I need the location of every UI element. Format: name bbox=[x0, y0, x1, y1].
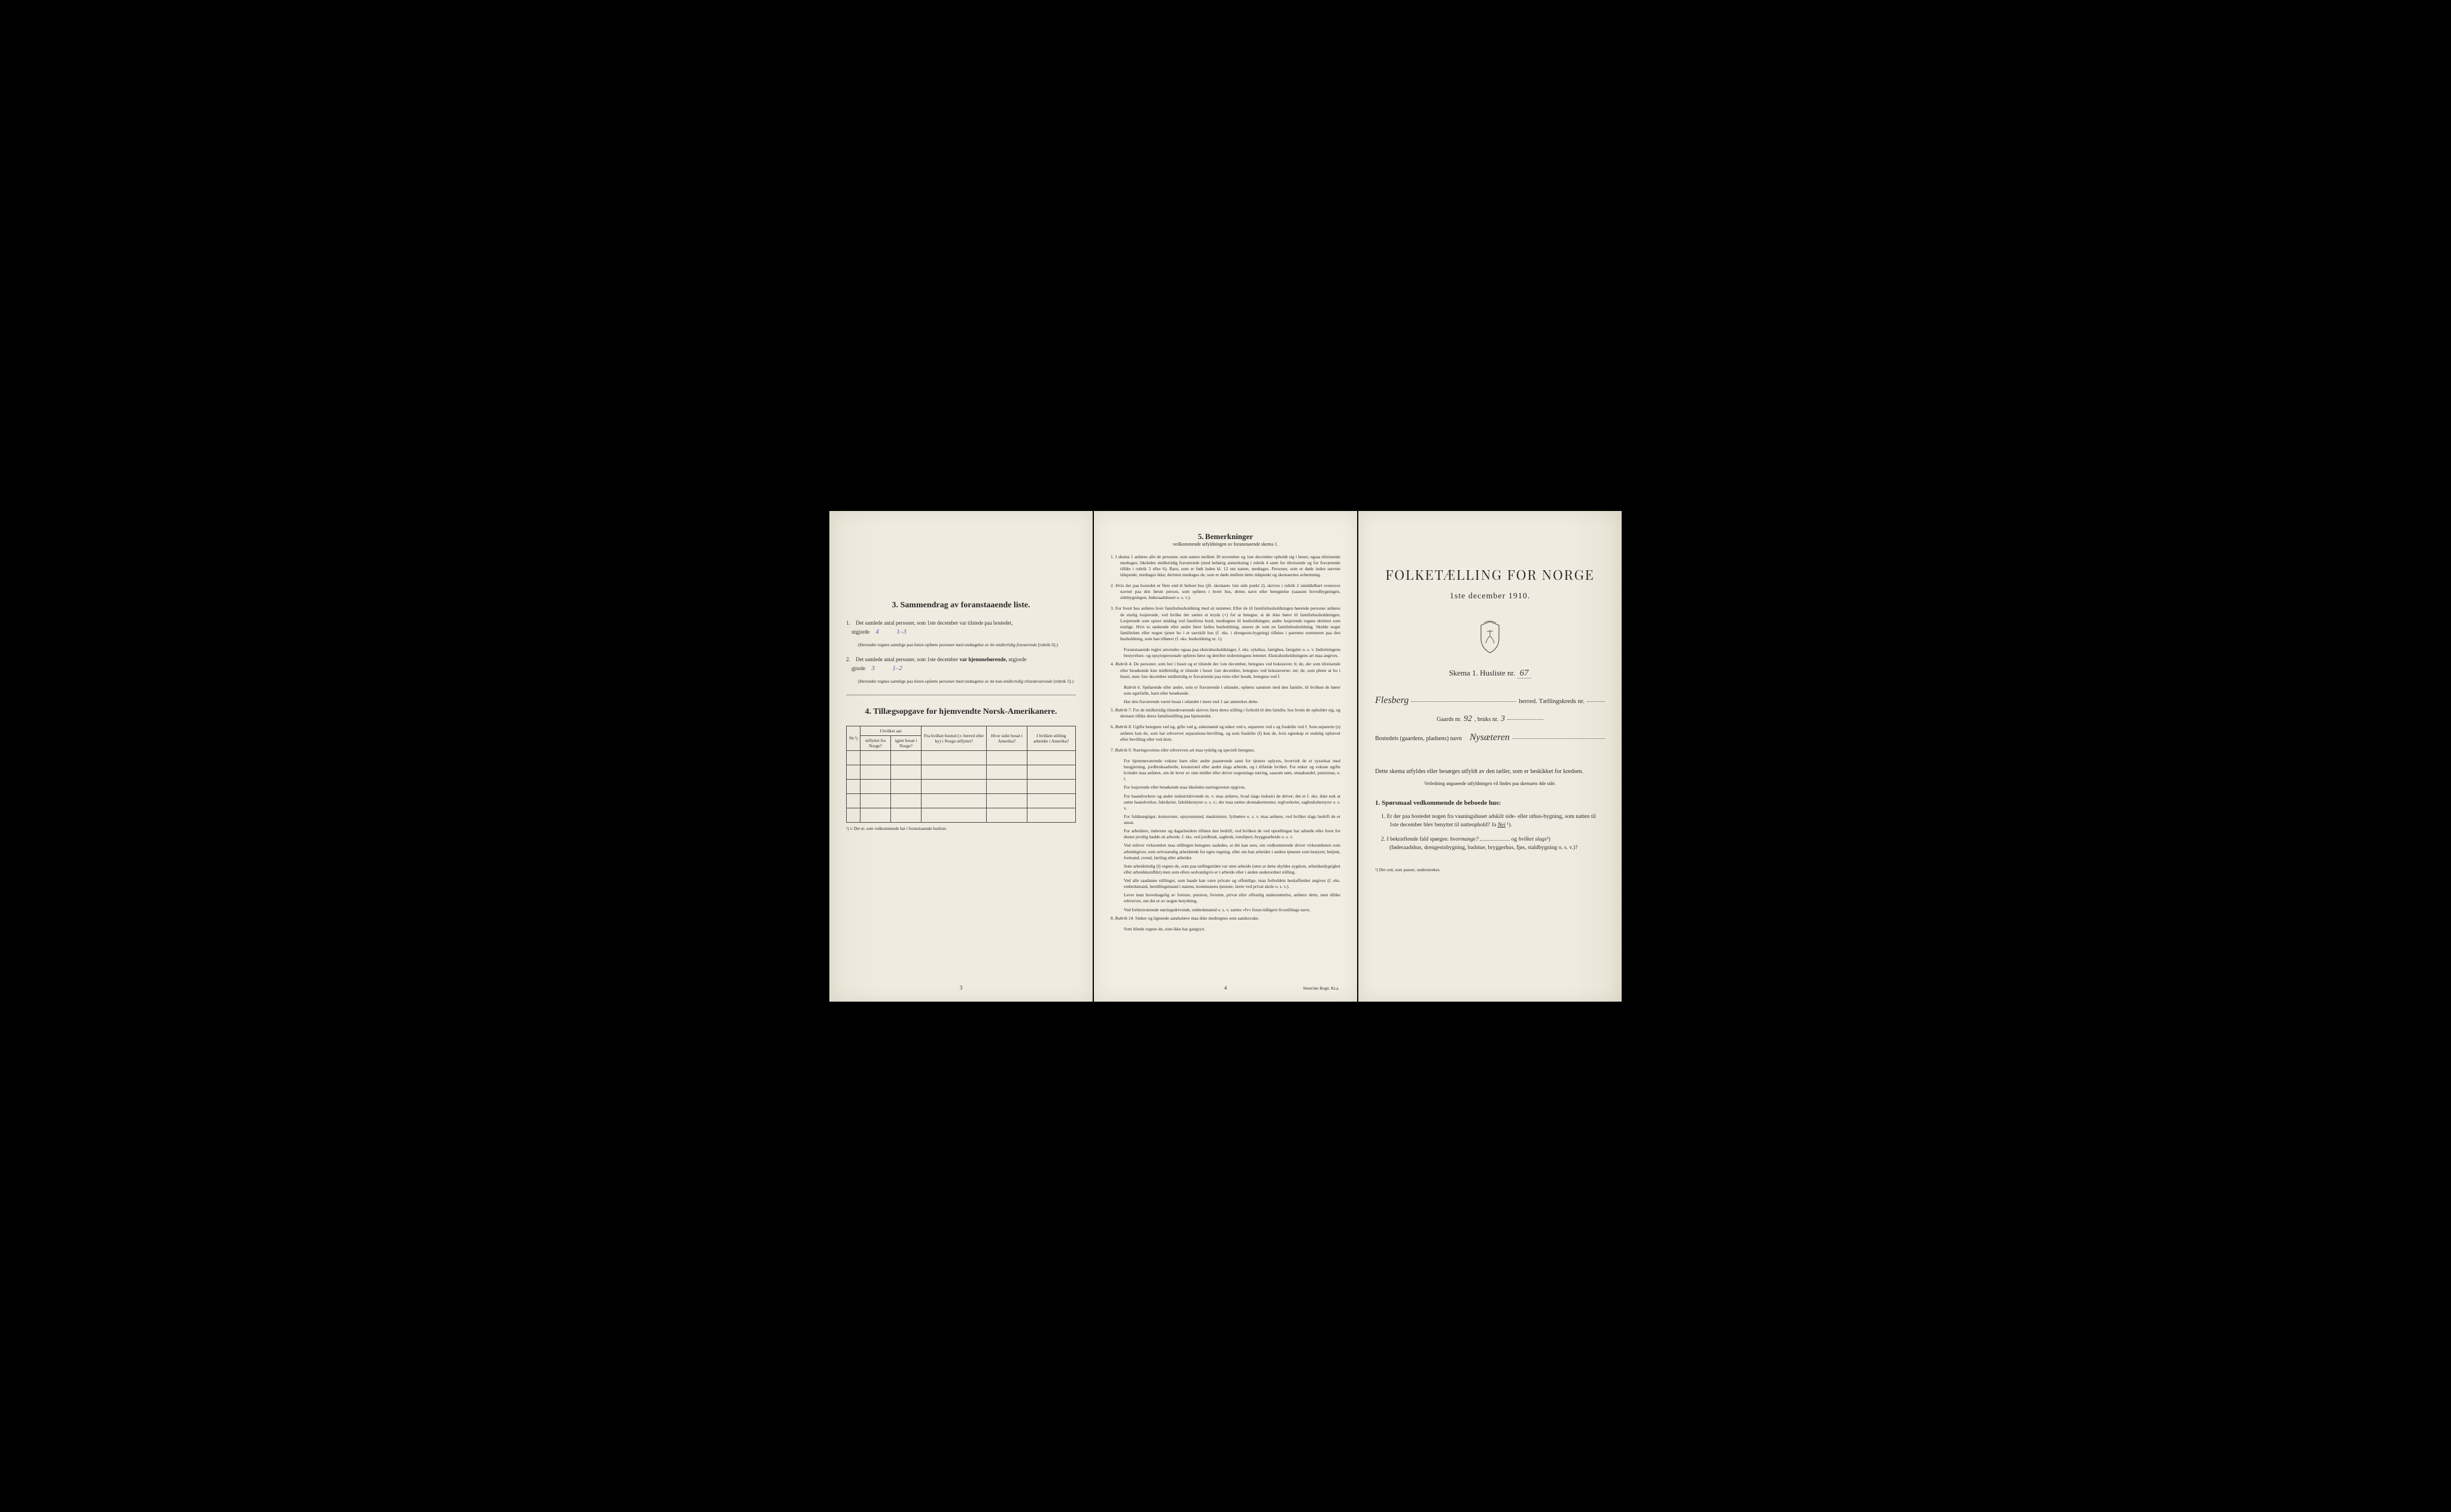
bosted-label: Bostedets (gaardens, pladsens) navn bbox=[1375, 735, 1462, 742]
th-america: Hvor sidst bosat i Amerika? bbox=[987, 726, 1027, 750]
remarks-list: 1. I skema 1 anføres alle de personer, s… bbox=[1111, 554, 1340, 932]
skema-label: Skema 1. Husliste nr. bbox=[1449, 668, 1515, 677]
remark-item: Ved enhver virksomhet maa stillingen bet… bbox=[1111, 842, 1340, 860]
page-number: 4 bbox=[1224, 985, 1227, 991]
th-nr: Nr.¹) bbox=[847, 726, 860, 750]
questions-header: 1. Spørsmaal vedkommende de beboede hus: bbox=[1375, 799, 1605, 807]
table-row bbox=[847, 808, 1076, 822]
remark-item: Foranstaaende regler anvendes ogsaa paa … bbox=[1111, 647, 1340, 659]
remark-item: Ved alle saadanne stillinger, som baade … bbox=[1111, 878, 1340, 890]
item1-hw-count: 4 bbox=[871, 628, 884, 635]
remark-item: 3. For hvert hus anføres hver familiehus… bbox=[1111, 606, 1340, 642]
skema-line: Skema 1. Husliste nr. 67 bbox=[1375, 668, 1605, 679]
remarks-title: 5. Bemerkninger bbox=[1111, 532, 1340, 541]
item2: 2. Det samlede antal personer, som 1ste … bbox=[846, 656, 1076, 674]
remarks-subtitle: vedkommende utfyldningen av foranstaaend… bbox=[1111, 541, 1340, 547]
item1-hw-range: 1–3 bbox=[892, 628, 911, 635]
remark-item: 1. I skema 1 anføres alle de personer, s… bbox=[1111, 554, 1340, 579]
footnote-3: ¹) Det ord, som passer, understrekes. bbox=[1375, 867, 1605, 872]
guidance-note: Veiledning angaaende utfyldningen vil fi… bbox=[1375, 781, 1605, 786]
section4-heading: Tillægsopgave for hjemvendte Norsk-Ameri… bbox=[873, 707, 1057, 716]
th-returned: igjen bosat i Norge? bbox=[890, 735, 921, 750]
page-4-remarks: 5. Bemerkninger vedkommende utfyldningen… bbox=[1094, 511, 1357, 1002]
remark-item: For losjerende eller besøkende maa likel… bbox=[1111, 784, 1340, 790]
bosted-value: Nysæteren bbox=[1470, 732, 1510, 743]
census-date: 1ste december 1910. bbox=[1375, 592, 1605, 601]
bruks-value: 3 bbox=[1501, 714, 1505, 724]
document-spread: 3. Sammendrag av foranstaaende liste. 1.… bbox=[829, 511, 1622, 1002]
bosted-line: Bostedets (gaardens, pladsens) navn Nysæ… bbox=[1375, 732, 1605, 743]
page-number: 3 bbox=[960, 985, 963, 991]
herred-label: herred. Tællingskreds nr. bbox=[1519, 698, 1585, 705]
gaards-label: Gaards nr. bbox=[1437, 716, 1461, 723]
remark-item: For hjemmeværende voksne barn eller andr… bbox=[1111, 758, 1340, 783]
remarks-num: 5. bbox=[1198, 532, 1204, 541]
remarks-word: Bemerkninger bbox=[1205, 532, 1253, 541]
q1-answer: Nei bbox=[1498, 822, 1506, 828]
herred-line: Flesberg herred. Tællingskreds nr. bbox=[1375, 695, 1605, 706]
description: Dette skema utfyldes eller besørges utfy… bbox=[1375, 767, 1605, 776]
item1-text: Det samlede antal personer, som 1ste dec… bbox=[856, 620, 1012, 626]
question-1: 1. Er der paa bostedet nogen fra vaaning… bbox=[1389, 813, 1605, 830]
husliste-number: 67 bbox=[1518, 668, 1531, 679]
page-title-skema: FOLKETÆLLING FOR NORGE 1ste december 191… bbox=[1358, 511, 1622, 1002]
item1-note: (Herunder regnes samtlige paa listen opf… bbox=[858, 642, 1076, 647]
gaards-value: 92 bbox=[1464, 714, 1472, 724]
remark-item: 2. Hvis der paa bostedet er flere end ét… bbox=[1111, 583, 1340, 601]
remark-item: 7. Rubrik 9. Næringsveiens eller erhverv… bbox=[1111, 747, 1340, 753]
item2-note: (Herunder regnes samtlige paa listen opf… bbox=[858, 679, 1076, 684]
table-row bbox=[847, 793, 1076, 808]
gaards-line: Gaards nr. 92 , bruks nr. 3 bbox=[1375, 714, 1605, 724]
section4-title: 4. Tillægsopgave for hjemvendte Norsk-Am… bbox=[846, 707, 1076, 717]
remark-item: 8. Rubrik 14. Sinker og lignende aandssl… bbox=[1111, 915, 1340, 921]
item2-text: Det samlede antal personer, som 1ste dec… bbox=[856, 656, 958, 662]
remark-item: 4. Rubrik 4. De personer, som bor i huse… bbox=[1111, 661, 1340, 679]
remark-item: For haandverkere og andre industridriven… bbox=[1111, 793, 1340, 811]
remark-item: Som arbeidsledig (l) regnes de, som paa … bbox=[1111, 863, 1340, 875]
th-from: Fra hvilket bosted (ɔ: herred eller by) … bbox=[922, 726, 987, 750]
herred-value: Flesberg bbox=[1375, 695, 1409, 706]
table-row bbox=[847, 779, 1076, 793]
item2-hw-count: 3 bbox=[866, 665, 880, 672]
table-row bbox=[847, 765, 1076, 779]
remark-item: Rubrik 6. Sjøfarende eller andre, som er… bbox=[1111, 684, 1340, 696]
remark-item: Lever man hovedsagelig av formue, pensio… bbox=[1111, 892, 1340, 904]
item2-hw-range: 1–2 bbox=[887, 665, 907, 672]
section4-number: 4. bbox=[865, 707, 872, 716]
table-row bbox=[847, 750, 1076, 765]
th-emigrated: utflyttet fra Norge? bbox=[860, 735, 891, 750]
th-year: I hvilket aar bbox=[860, 726, 922, 735]
printer-credit: Steen'ske Bogtr. Kr.a. bbox=[1303, 986, 1339, 991]
remark-item: For arbeidere, inderster og dagarbeidere… bbox=[1111, 828, 1340, 840]
section3-title: 3. Sammendrag av foranstaaende liste. bbox=[846, 601, 1076, 610]
th-position: I hvilken stilling arbeidet i Amerika? bbox=[1027, 726, 1075, 750]
bruks-label: , bruks nr. bbox=[1474, 716, 1498, 723]
question-2: 2. I bekræftende fald spørges: hvormange… bbox=[1389, 835, 1605, 853]
remark-item: 6. Rubrik 8. Ugifte betegnes ved ug, gif… bbox=[1111, 724, 1340, 742]
table-footnote: ¹) ɔ: Det nr. som vedkommende har i fora… bbox=[846, 826, 1076, 831]
remark-item: 5. Rubrik 7. For de midlertidig tilstede… bbox=[1111, 707, 1340, 719]
census-title: FOLKETÆLLING FOR NORGE bbox=[1375, 565, 1605, 583]
remark-item: Som blinde regnes de, som ikke har gangs… bbox=[1111, 926, 1340, 932]
norsk-amerikanere-table: Nr.¹) I hvilket aar Fra hvilket bosted (… bbox=[846, 726, 1076, 823]
item1-text2: utgjorde bbox=[852, 629, 869, 635]
section3-heading: Sammendrag av foranstaaende liste. bbox=[901, 601, 1030, 610]
item1: 1. Det samlede antal personer, som 1ste … bbox=[846, 619, 1076, 637]
section3-number: 3. bbox=[892, 601, 899, 610]
remark-item: For fuldmægtiger, kontorister, opsynsmæn… bbox=[1111, 814, 1340, 826]
coat-of-arms-icon bbox=[1375, 619, 1605, 656]
remark-item: Ved forhenværende næringsdrivende, embed… bbox=[1111, 907, 1340, 913]
item1-num: 1. bbox=[846, 619, 854, 628]
item2-text2: utgjorde bbox=[1008, 656, 1026, 662]
remark-item: Har den fraværende været bosat i utlande… bbox=[1111, 699, 1340, 705]
page-3-summary: 3. Sammendrag av foranstaaende liste. 1.… bbox=[829, 511, 1093, 1002]
item2-num: 2. bbox=[846, 656, 854, 664]
